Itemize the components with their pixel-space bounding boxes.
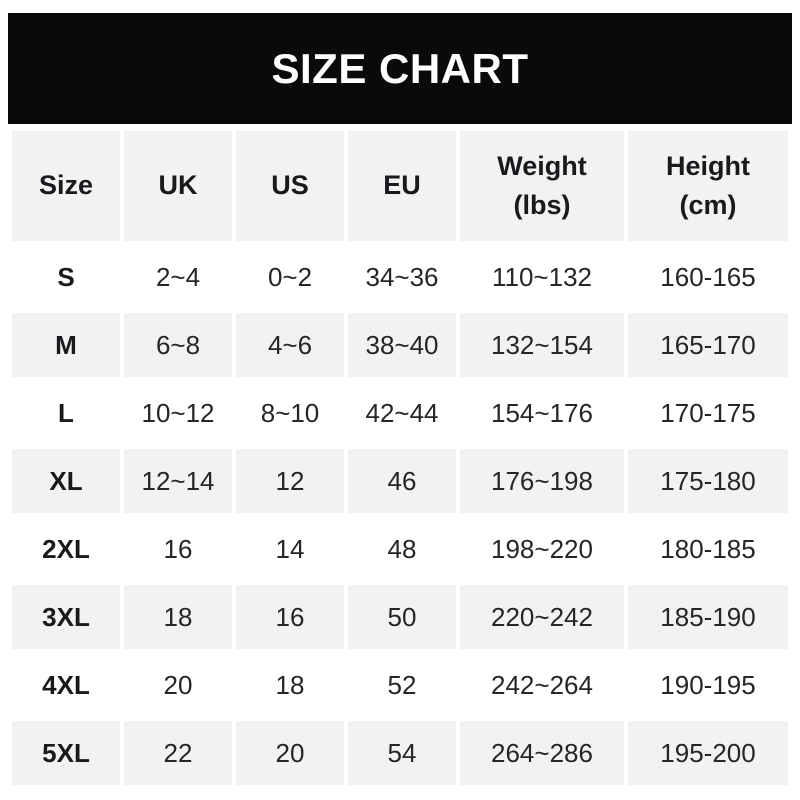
cell-weight: 198~220 — [460, 517, 624, 581]
table-row-5xl: 5XL 22 20 54 264~286 195-200 — [12, 721, 788, 785]
cell-uk: 16 — [124, 517, 232, 581]
cell-eu: 38~40 — [348, 313, 456, 377]
cell-us: 12 — [236, 449, 344, 513]
cell-uk: 18 — [124, 585, 232, 649]
column-header-height: Height (cm) — [628, 131, 788, 241]
cell-height: 195-200 — [628, 721, 788, 785]
row-label-size: 3XL — [12, 585, 120, 649]
row-label-size: M — [12, 313, 120, 377]
cell-height: 180-185 — [628, 517, 788, 581]
cell-uk: 2~4 — [124, 245, 232, 309]
cell-us: 4~6 — [236, 313, 344, 377]
cell-weight: 110~132 — [460, 245, 624, 309]
row-label-size: XL — [12, 449, 120, 513]
cell-eu: 50 — [348, 585, 456, 649]
row-label-size: 5XL — [12, 721, 120, 785]
column-header-uk: UK — [124, 131, 232, 241]
table-row-3xl: 3XL 18 16 50 220~242 185-190 — [12, 585, 788, 649]
row-label-size: 4XL — [12, 653, 120, 717]
cell-us: 20 — [236, 721, 344, 785]
column-header-weight: Weight (lbs) — [460, 131, 624, 241]
cell-uk: 12~14 — [124, 449, 232, 513]
cell-height: 175-180 — [628, 449, 788, 513]
cell-us: 14 — [236, 517, 344, 581]
row-label-size: L — [12, 381, 120, 445]
table-row-m: M 6~8 4~6 38~40 132~154 165-170 — [12, 313, 788, 377]
cell-us: 8~10 — [236, 381, 344, 445]
table-row-xl: XL 12~14 12 46 176~198 175-180 — [12, 449, 788, 513]
cell-weight: 176~198 — [460, 449, 624, 513]
title-banner: SIZE CHART — [8, 13, 792, 124]
cell-uk: 10~12 — [124, 381, 232, 445]
cell-height: 160-165 — [628, 245, 788, 309]
column-header-us: US — [236, 131, 344, 241]
cell-height: 170-175 — [628, 381, 788, 445]
cell-eu: 34~36 — [348, 245, 456, 309]
row-label-size: S — [12, 245, 120, 309]
cell-height: 165-170 — [628, 313, 788, 377]
column-header-eu: EU — [348, 131, 456, 241]
cell-eu: 46 — [348, 449, 456, 513]
table-row-s: S 2~4 0~2 34~36 110~132 160-165 — [12, 245, 788, 309]
cell-us: 18 — [236, 653, 344, 717]
cell-uk: 6~8 — [124, 313, 232, 377]
size-chart-table: Size UK US EU Weight (lbs) Height (cm) S… — [8, 127, 792, 789]
cell-weight: 154~176 — [460, 381, 624, 445]
cell-height: 190-195 — [628, 653, 788, 717]
cell-uk: 22 — [124, 721, 232, 785]
table-row-l: L 10~12 8~10 42~44 154~176 170-175 — [12, 381, 788, 445]
cell-height: 185-190 — [628, 585, 788, 649]
size-chart-page: SIZE CHART Size UK US EU Weight (lbs) He… — [0, 13, 800, 800]
row-label-size: 2XL — [12, 517, 120, 581]
header-row: Size UK US EU Weight (lbs) Height (cm) — [12, 131, 788, 241]
cell-weight: 220~242 — [460, 585, 624, 649]
cell-eu: 52 — [348, 653, 456, 717]
column-header-size: Size — [12, 131, 120, 241]
cell-eu: 48 — [348, 517, 456, 581]
table-row-2xl: 2XL 16 14 48 198~220 180-185 — [12, 517, 788, 581]
cell-eu: 42~44 — [348, 381, 456, 445]
cell-us: 0~2 — [236, 245, 344, 309]
cell-eu: 54 — [348, 721, 456, 785]
page-title: SIZE CHART — [271, 44, 529, 92]
cell-weight: 264~286 — [460, 721, 624, 785]
cell-weight: 242~264 — [460, 653, 624, 717]
cell-weight: 132~154 — [460, 313, 624, 377]
cell-us: 16 — [236, 585, 344, 649]
table-row-4xl: 4XL 20 18 52 242~264 190-195 — [12, 653, 788, 717]
cell-uk: 20 — [124, 653, 232, 717]
